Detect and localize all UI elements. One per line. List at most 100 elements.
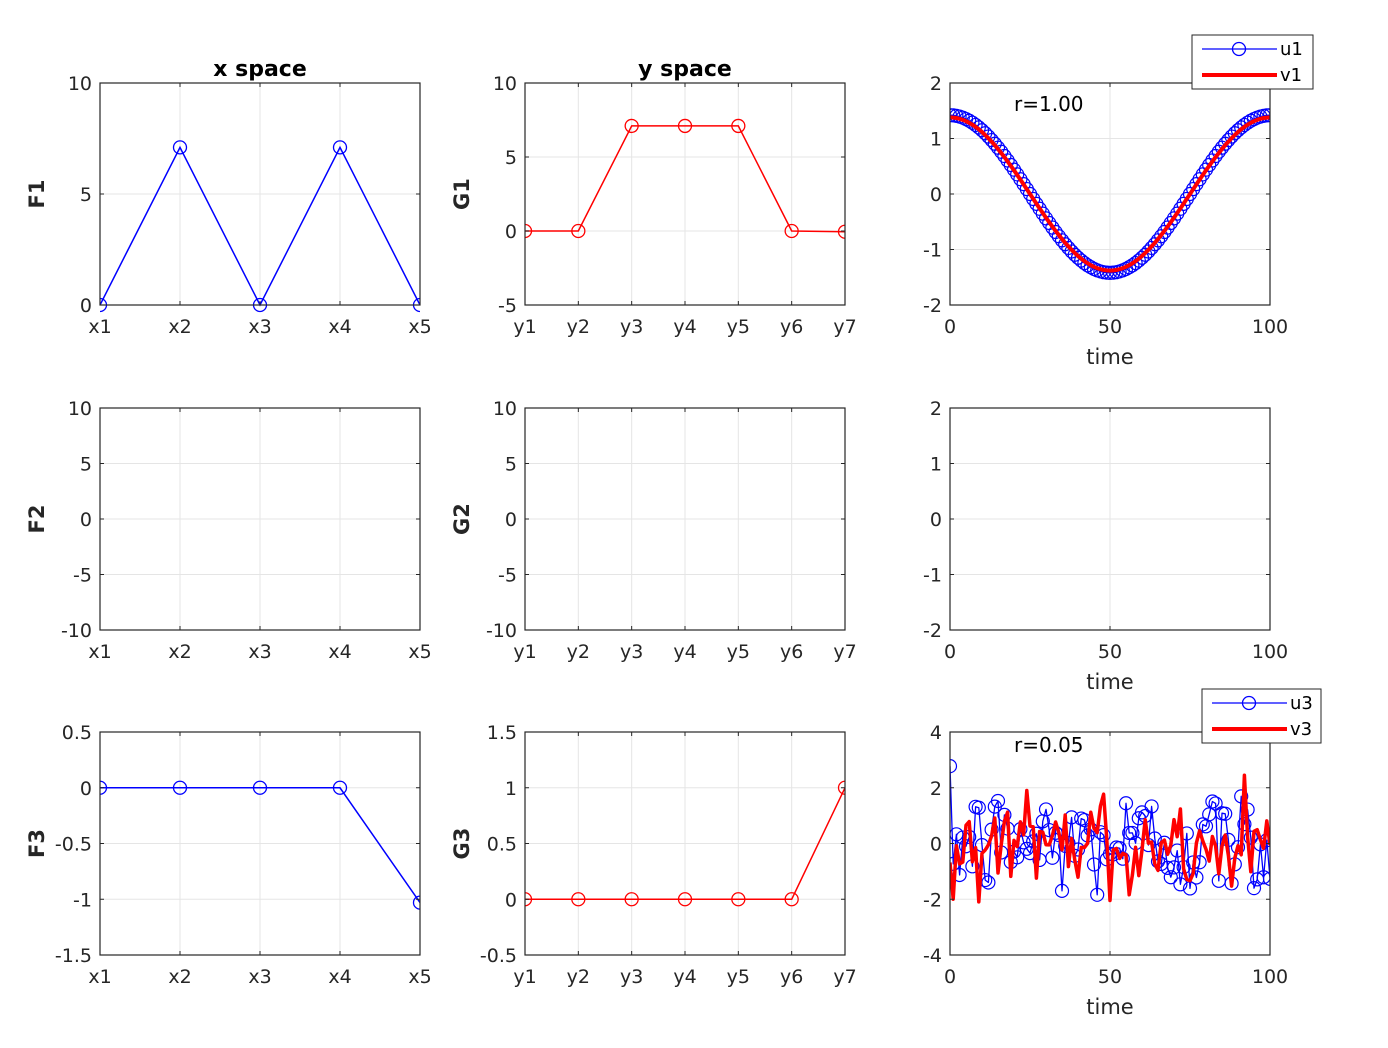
y-tick-label: -5 xyxy=(498,295,517,317)
y-tick-label: 0 xyxy=(930,509,942,531)
y-tick-label: -1 xyxy=(923,240,942,262)
data-point-u3 xyxy=(1246,881,1262,896)
data-point-u3 xyxy=(1086,857,1102,872)
data-point xyxy=(837,224,845,239)
data-point-u3 xyxy=(971,800,986,815)
data-point-u3 xyxy=(1262,871,1270,886)
y-tick-label: 5 xyxy=(80,184,92,206)
legend-label-u3: u3 xyxy=(1290,693,1313,714)
data-point xyxy=(677,892,693,907)
data-point-u3 xyxy=(1218,806,1233,821)
data-point-u3 xyxy=(1256,870,1270,885)
y-tick-label: 10 xyxy=(493,398,517,420)
y-tick-label: -1 xyxy=(73,889,92,911)
data-point-u3 xyxy=(1243,830,1258,845)
y-tick-label: 0 xyxy=(930,834,942,856)
y-tick-label: -4 xyxy=(923,945,942,967)
x-axis-label: time xyxy=(1086,345,1133,369)
data-point-u1 xyxy=(1166,211,1182,226)
y-tick-label: 0 xyxy=(505,221,517,243)
y-axis-label: G3 xyxy=(450,828,474,860)
x-tick-label: y1 xyxy=(513,641,536,663)
data-point xyxy=(624,118,639,134)
series-line-v3 xyxy=(950,773,1270,904)
y-tick-label: -2 xyxy=(923,295,942,317)
x-axis-label: time xyxy=(1086,670,1133,694)
y-tick-label: 0 xyxy=(80,778,92,800)
data-point xyxy=(731,118,746,134)
y-tick-label: -0.5 xyxy=(480,945,517,967)
data-point-u3 xyxy=(981,875,996,890)
y-tick-label: 0 xyxy=(505,509,517,531)
subplot-title: x space xyxy=(213,57,307,82)
y-tick-label: 10 xyxy=(68,73,92,95)
x-tick-label: x1 xyxy=(88,641,111,663)
y-tick-label: 2 xyxy=(930,778,942,800)
tick-marks xyxy=(524,82,846,306)
y-tick-label: 0.5 xyxy=(487,834,517,856)
tick-marks xyxy=(524,407,846,631)
data-layer xyxy=(950,108,1270,280)
y-tick-label: 0 xyxy=(505,889,517,911)
y-tick-label: 5 xyxy=(505,454,517,476)
y-tick-label: -5 xyxy=(498,565,517,587)
y-tick-label: 2 xyxy=(930,398,942,420)
data-point-u3 xyxy=(1118,796,1134,811)
x-tick-label: 0 xyxy=(944,966,956,988)
legend-label-v3: v3 xyxy=(1290,719,1312,740)
x-tick-label: 0 xyxy=(944,316,956,338)
y-tick-label: 10 xyxy=(493,73,517,95)
data-layer xyxy=(525,780,845,907)
subplot-p23: 0 50 100 -2 -1 0 1 2 time xyxy=(923,398,1288,694)
data-point-u3 xyxy=(1163,870,1178,885)
x-tick-label: x4 xyxy=(328,316,351,338)
x-tick-label: y4 xyxy=(673,316,696,338)
y-tick-label: -2 xyxy=(923,889,942,911)
x-tick-label: y5 xyxy=(727,641,750,663)
tick-marks xyxy=(99,82,421,306)
data-point-u3 xyxy=(1173,877,1188,892)
y-axis-label: G2 xyxy=(450,503,474,535)
data-point xyxy=(731,892,746,907)
tick-marks xyxy=(949,407,1271,631)
data-point xyxy=(525,892,533,907)
x-tick-label: y7 xyxy=(833,316,856,338)
data-point xyxy=(624,892,639,907)
data-point-u1 xyxy=(1189,177,1204,192)
x-tick-label: x3 xyxy=(248,641,271,663)
y-tick-label: -0.5 xyxy=(55,834,92,856)
tick-marks xyxy=(99,407,421,631)
x-tick-label: 100 xyxy=(1252,641,1288,663)
x-tick-label: y5 xyxy=(727,966,750,988)
data-point-u3 xyxy=(1208,796,1223,811)
data-point-u1 xyxy=(1192,172,1207,187)
x-tick-label: x5 xyxy=(408,966,431,988)
y-tick-label: 1 xyxy=(930,454,942,476)
x-tick-label: 0 xyxy=(944,641,956,663)
data-point-u3 xyxy=(950,759,958,774)
data-point-u3 xyxy=(1045,850,1060,865)
y-tick-label: -5 xyxy=(73,565,92,587)
series-line xyxy=(525,787,845,901)
y-tick-label: 5 xyxy=(80,454,92,476)
x-tick-label: 50 xyxy=(1098,316,1122,338)
data-point-u1 xyxy=(1010,167,1025,182)
data-point-u3 xyxy=(1042,822,1057,838)
data-point-u1 xyxy=(1013,172,1028,187)
data-point xyxy=(252,780,268,795)
data-point-u3 xyxy=(990,793,1006,809)
tick-marks xyxy=(949,731,1271,956)
x-tick-label: 100 xyxy=(1252,316,1288,338)
data-point-u1 xyxy=(1032,201,1047,216)
data-point xyxy=(100,780,108,795)
y-axis-label: F1 xyxy=(25,180,49,209)
x-tick-label: y1 xyxy=(513,966,536,988)
legend-marker-u1 xyxy=(1231,41,1247,57)
data-point-u3 xyxy=(1096,828,1111,843)
y-tick-label: -1 xyxy=(923,565,942,587)
x-tick-label: y6 xyxy=(780,316,803,338)
data-point xyxy=(525,223,533,239)
